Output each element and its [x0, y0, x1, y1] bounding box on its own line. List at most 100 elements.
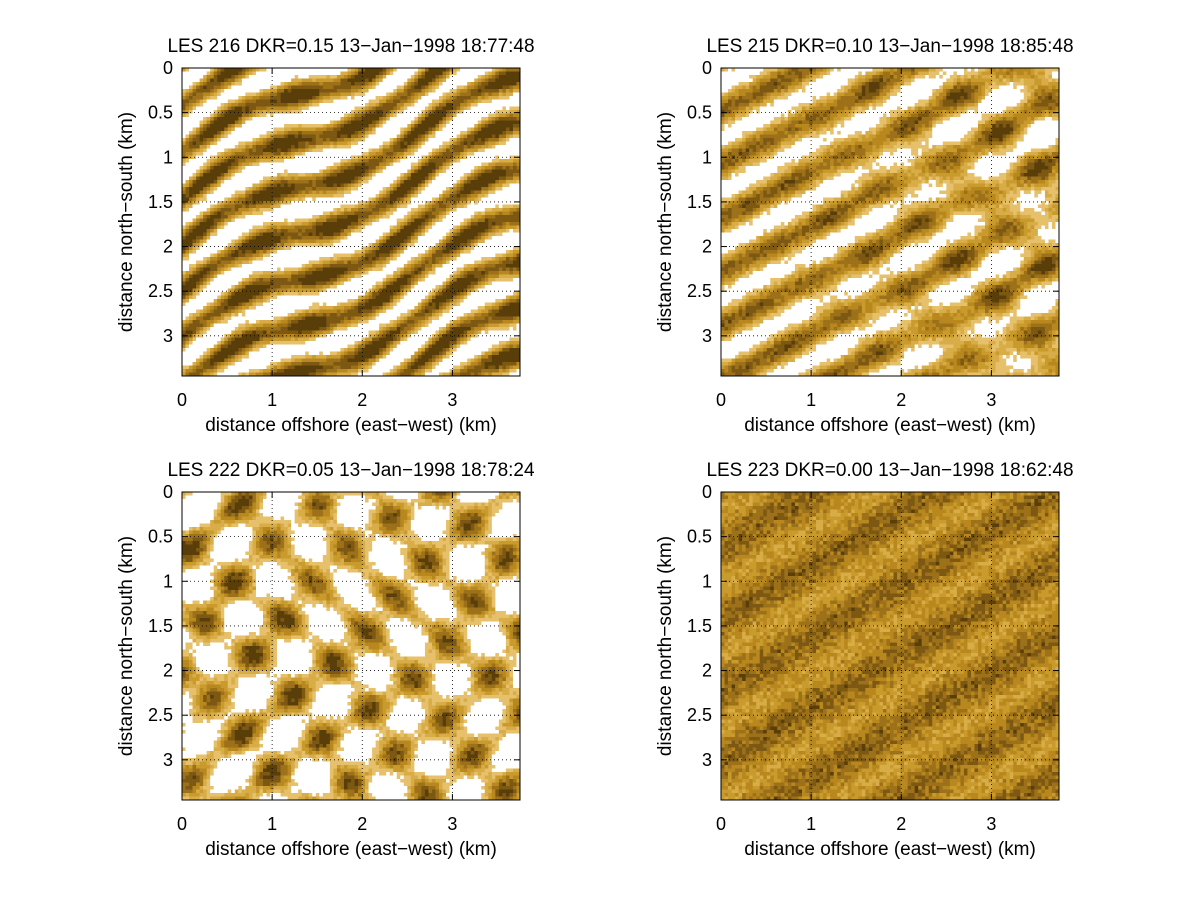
- heatmap-cell: [228, 240, 232, 244]
- heatmap-cell: [231, 138, 235, 142]
- heatmap-cell: [242, 114, 246, 118]
- heatmap-cell: [439, 219, 443, 223]
- heatmap-cell: [302, 226, 306, 230]
- heatmap-cell: [492, 194, 496, 198]
- heatmap-cell: [471, 121, 475, 125]
- heatmap-cell: [428, 152, 432, 156]
- heatmap-cell: [411, 184, 415, 188]
- heatmap-cell: [358, 219, 362, 223]
- heatmap-cell: [369, 226, 373, 230]
- heatmap-cell: [418, 89, 422, 93]
- heatmap-cell: [267, 86, 271, 90]
- heatmap-cell: [284, 187, 288, 191]
- heatmap-cell: [235, 163, 239, 167]
- heatmap-cell: [312, 110, 316, 114]
- heatmap-cell: [369, 208, 373, 212]
- heatmap-cell: [407, 93, 411, 97]
- heatmap-cell: [309, 191, 313, 195]
- heatmap-cell: [221, 170, 225, 174]
- heatmap-cell: [506, 149, 510, 153]
- heatmap-cell: [428, 177, 432, 181]
- heatmap-cell: [274, 173, 278, 177]
- heatmap-cell: [351, 100, 355, 104]
- heatmap-cell: [351, 166, 355, 170]
- heatmap-cell: [298, 229, 302, 233]
- heatmap-cell: [323, 219, 327, 223]
- heatmap-cell: [207, 191, 211, 195]
- heatmap-cell: [242, 229, 246, 233]
- heatmap-cell: [495, 180, 499, 184]
- heatmap-cell: [344, 240, 348, 244]
- heatmap-cell: [414, 180, 418, 184]
- heatmap-cell: [397, 170, 401, 174]
- heatmap-cell: [319, 142, 323, 146]
- heatmap-cell: [365, 201, 369, 205]
- heatmap-cell: [443, 159, 447, 163]
- heatmap-cell: [446, 184, 450, 188]
- heatmap-cell: [471, 142, 475, 146]
- heatmap-cell: [326, 107, 330, 111]
- heatmap-cell: [495, 233, 499, 237]
- heatmap-cell: [207, 177, 211, 181]
- heatmap-cell: [288, 135, 292, 139]
- heatmap-cell: [309, 128, 313, 132]
- heatmap-cell: [351, 219, 355, 223]
- heatmap-cell: [502, 89, 506, 93]
- heatmap-cell: [210, 194, 214, 198]
- heatmap-cell: [485, 215, 489, 219]
- heatmap-cell: [362, 177, 366, 181]
- heatmap-cell: [245, 208, 249, 212]
- heatmap-cell: [428, 145, 432, 149]
- heatmap-cell: [193, 152, 197, 156]
- heatmap-cell: [228, 208, 232, 212]
- heatmap-cell: [390, 75, 394, 79]
- heatmap-cell: [386, 194, 390, 198]
- heatmap-cell: [193, 145, 197, 149]
- heatmap-cell: [231, 114, 235, 118]
- heatmap-cell: [478, 68, 482, 72]
- heatmap-cell: [224, 110, 228, 114]
- heatmap-cell: [249, 138, 253, 142]
- heatmap-cell: [316, 100, 320, 104]
- heatmap-cell: [355, 177, 359, 181]
- heatmap-cell: [309, 233, 313, 237]
- heatmap-cell: [400, 163, 404, 167]
- heatmap-cell: [323, 240, 327, 244]
- heatmap-cell: [330, 103, 334, 107]
- heatmap-cell: [439, 138, 443, 142]
- heatmap-cell: [467, 198, 471, 202]
- heatmap-cell: [182, 82, 186, 86]
- heatmap-cell: [464, 82, 468, 86]
- heatmap-cell: [372, 68, 376, 72]
- heatmap-cell: [214, 68, 218, 72]
- heatmap-cell: [425, 103, 429, 107]
- heatmap-cell: [460, 75, 464, 79]
- heatmap-cell: [196, 149, 200, 153]
- heatmap-cell: [252, 180, 256, 184]
- heatmap-cell: [400, 121, 404, 125]
- heatmap-cell: [221, 82, 225, 86]
- heatmap-cell: [200, 110, 204, 114]
- heatmap-cell: [485, 159, 489, 163]
- heatmap-cell: [509, 138, 513, 142]
- heatmap-cell: [502, 159, 506, 163]
- heatmap-cell: [400, 93, 404, 97]
- heatmap-cell: [259, 103, 263, 107]
- heatmap-cell: [221, 149, 225, 153]
- heatmap-cell: [421, 93, 425, 97]
- heatmap-cell: [281, 100, 285, 104]
- heatmap-cell: [221, 173, 225, 177]
- heatmap-cell: [347, 191, 351, 195]
- heatmap-cell: [446, 222, 450, 226]
- heatmap-cell: [390, 166, 394, 170]
- heatmap-cell: [323, 184, 327, 188]
- heatmap-cell: [460, 198, 464, 202]
- heatmap-cell: [446, 89, 450, 93]
- heatmap-cell: [203, 117, 207, 121]
- heatmap-cell: [267, 156, 271, 160]
- heatmap-cell: [418, 152, 422, 156]
- heatmap-cell: [323, 138, 327, 142]
- heatmap-cell: [259, 152, 263, 156]
- heatmap-cell: [407, 180, 411, 184]
- heatmap-cell: [418, 93, 422, 97]
